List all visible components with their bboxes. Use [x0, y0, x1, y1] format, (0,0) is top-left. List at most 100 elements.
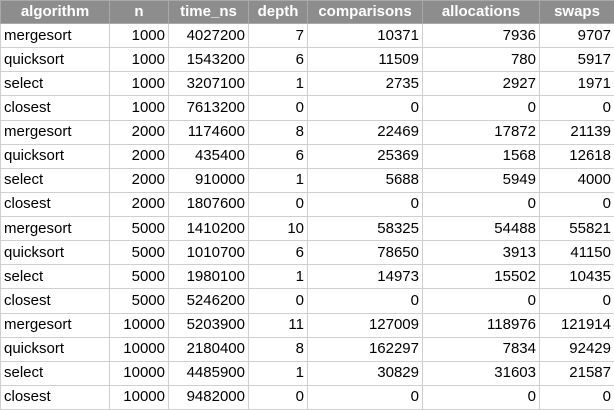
cell-algorithm[interactable]: select	[0, 360, 110, 386]
cell-algorithm[interactable]: closest	[0, 384, 110, 410]
cell-comparisons[interactable]: 10371	[307, 22, 423, 49]
cell-n[interactable]: 10000	[109, 384, 169, 410]
cell-depth[interactable]: 10	[248, 215, 308, 242]
header-cell-allocations[interactable]: allocations	[422, 0, 540, 24]
cell-swaps[interactable]: 55821	[539, 215, 614, 242]
cell-time-ns[interactable]: 435400	[168, 143, 249, 169]
cell-time-ns[interactable]: 1174600	[168, 119, 249, 145]
cell-time-ns[interactable]: 9482000	[168, 384, 249, 410]
cell-time-ns[interactable]: 1010700	[168, 240, 249, 266]
cell-n[interactable]: 2000	[109, 191, 169, 218]
cell-swaps[interactable]: 21587	[539, 360, 614, 386]
cell-time-ns[interactable]: 4485900	[168, 360, 249, 386]
cell-allocations[interactable]: 0	[422, 191, 540, 218]
cell-depth[interactable]: 11	[248, 312, 308, 338]
cell-time-ns[interactable]: 5246200	[168, 288, 249, 314]
cell-swaps[interactable]: 10435	[539, 264, 614, 290]
cell-algorithm[interactable]: select	[0, 167, 110, 193]
cell-allocations[interactable]: 780	[422, 47, 540, 73]
cell-depth[interactable]: 6	[248, 143, 308, 169]
header-cell-swaps[interactable]: swaps	[539, 0, 614, 24]
cell-depth[interactable]: 0	[248, 288, 308, 314]
cell-allocations[interactable]: 5949	[422, 167, 540, 193]
cell-depth[interactable]: 0	[248, 191, 308, 218]
cell-n[interactable]: 1000	[109, 22, 169, 49]
cell-swaps[interactable]: 121914	[539, 312, 614, 338]
cell-allocations[interactable]: 0	[422, 384, 540, 410]
cell-swaps[interactable]: 5917	[539, 47, 614, 73]
cell-swaps[interactable]: 0	[539, 95, 614, 121]
cell-swaps[interactable]: 0	[539, 384, 614, 410]
cell-algorithm[interactable]: closest	[0, 95, 110, 121]
cell-n[interactable]: 10000	[109, 312, 169, 338]
cell-swaps[interactable]: 12618	[539, 143, 614, 169]
cell-algorithm[interactable]: mergesort	[0, 215, 110, 242]
cell-allocations[interactable]: 3913	[422, 240, 540, 266]
cell-n[interactable]: 2000	[109, 167, 169, 193]
cell-allocations[interactable]: 118976	[422, 312, 540, 338]
cell-swaps[interactable]: 21139	[539, 119, 614, 145]
cell-n[interactable]: 5000	[109, 240, 169, 266]
cell-depth[interactable]: 6	[248, 47, 308, 73]
cell-n[interactable]: 2000	[109, 119, 169, 145]
cell-comparisons[interactable]: 2735	[307, 71, 423, 97]
cell-comparisons[interactable]: 0	[307, 95, 423, 121]
cell-time-ns[interactable]: 1410200	[168, 215, 249, 242]
cell-swaps[interactable]: 0	[539, 191, 614, 218]
cell-algorithm[interactable]: quicksort	[0, 336, 110, 362]
cell-n[interactable]: 5000	[109, 264, 169, 290]
cell-depth[interactable]: 1	[248, 360, 308, 386]
cell-depth[interactable]: 1	[248, 167, 308, 193]
cell-time-ns[interactable]: 3207100	[168, 71, 249, 97]
cell-algorithm[interactable]: mergesort	[0, 119, 110, 145]
cell-n[interactable]: 1000	[109, 95, 169, 121]
cell-time-ns[interactable]: 1543200	[168, 47, 249, 73]
header-cell-comparisons[interactable]: comparisons	[307, 0, 423, 24]
cell-allocations[interactable]: 1568	[422, 143, 540, 169]
cell-n[interactable]: 5000	[109, 288, 169, 314]
cell-time-ns[interactable]: 7613200	[168, 95, 249, 121]
cell-comparisons[interactable]: 0	[307, 288, 423, 314]
header-cell-n[interactable]: n	[109, 0, 169, 24]
cell-allocations[interactable]: 54488	[422, 215, 540, 242]
cell-algorithm[interactable]: quicksort	[0, 47, 110, 73]
cell-depth[interactable]: 8	[248, 119, 308, 145]
cell-comparisons[interactable]: 78650	[307, 240, 423, 266]
cell-depth[interactable]: 1	[248, 71, 308, 97]
cell-swaps[interactable]: 1971	[539, 71, 614, 97]
cell-comparisons[interactable]: 11509	[307, 47, 423, 73]
cell-allocations[interactable]: 15502	[422, 264, 540, 290]
cell-allocations[interactable]: 0	[422, 288, 540, 314]
cell-comparisons[interactable]: 58325	[307, 215, 423, 242]
cell-time-ns[interactable]: 4027200	[168, 22, 249, 49]
cell-algorithm[interactable]: closest	[0, 191, 110, 218]
cell-allocations[interactable]: 7834	[422, 336, 540, 362]
cell-n[interactable]: 1000	[109, 47, 169, 73]
cell-n[interactable]: 5000	[109, 215, 169, 242]
cell-algorithm[interactable]: select	[0, 71, 110, 97]
cell-allocations[interactable]: 31603	[422, 360, 540, 386]
cell-allocations[interactable]: 7936	[422, 22, 540, 49]
cell-swaps[interactable]: 9707	[539, 22, 614, 49]
cell-swaps[interactable]: 4000	[539, 167, 614, 193]
header-cell-algorithm[interactable]: algorithm	[0, 0, 110, 24]
cell-n[interactable]: 10000	[109, 336, 169, 362]
cell-depth[interactable]: 0	[248, 95, 308, 121]
cell-algorithm[interactable]: mergesort	[0, 22, 110, 49]
cell-swaps[interactable]: 41150	[539, 240, 614, 266]
cell-algorithm[interactable]: select	[0, 264, 110, 290]
cell-comparisons[interactable]: 14973	[307, 264, 423, 290]
cell-n[interactable]: 2000	[109, 143, 169, 169]
cell-comparisons[interactable]: 127009	[307, 312, 423, 338]
cell-n[interactable]: 1000	[109, 71, 169, 97]
cell-algorithm[interactable]: quicksort	[0, 240, 110, 266]
cell-swaps[interactable]: 0	[539, 288, 614, 314]
cell-comparisons[interactable]: 162297	[307, 336, 423, 362]
cell-depth[interactable]: 8	[248, 336, 308, 362]
cell-time-ns[interactable]: 1807600	[168, 191, 249, 218]
header-cell-time-ns[interactable]: time_ns	[168, 0, 249, 24]
cell-swaps[interactable]: 92429	[539, 336, 614, 362]
cell-allocations[interactable]: 17872	[422, 119, 540, 145]
cell-time-ns[interactable]: 2180400	[168, 336, 249, 362]
cell-time-ns[interactable]: 910000	[168, 167, 249, 193]
